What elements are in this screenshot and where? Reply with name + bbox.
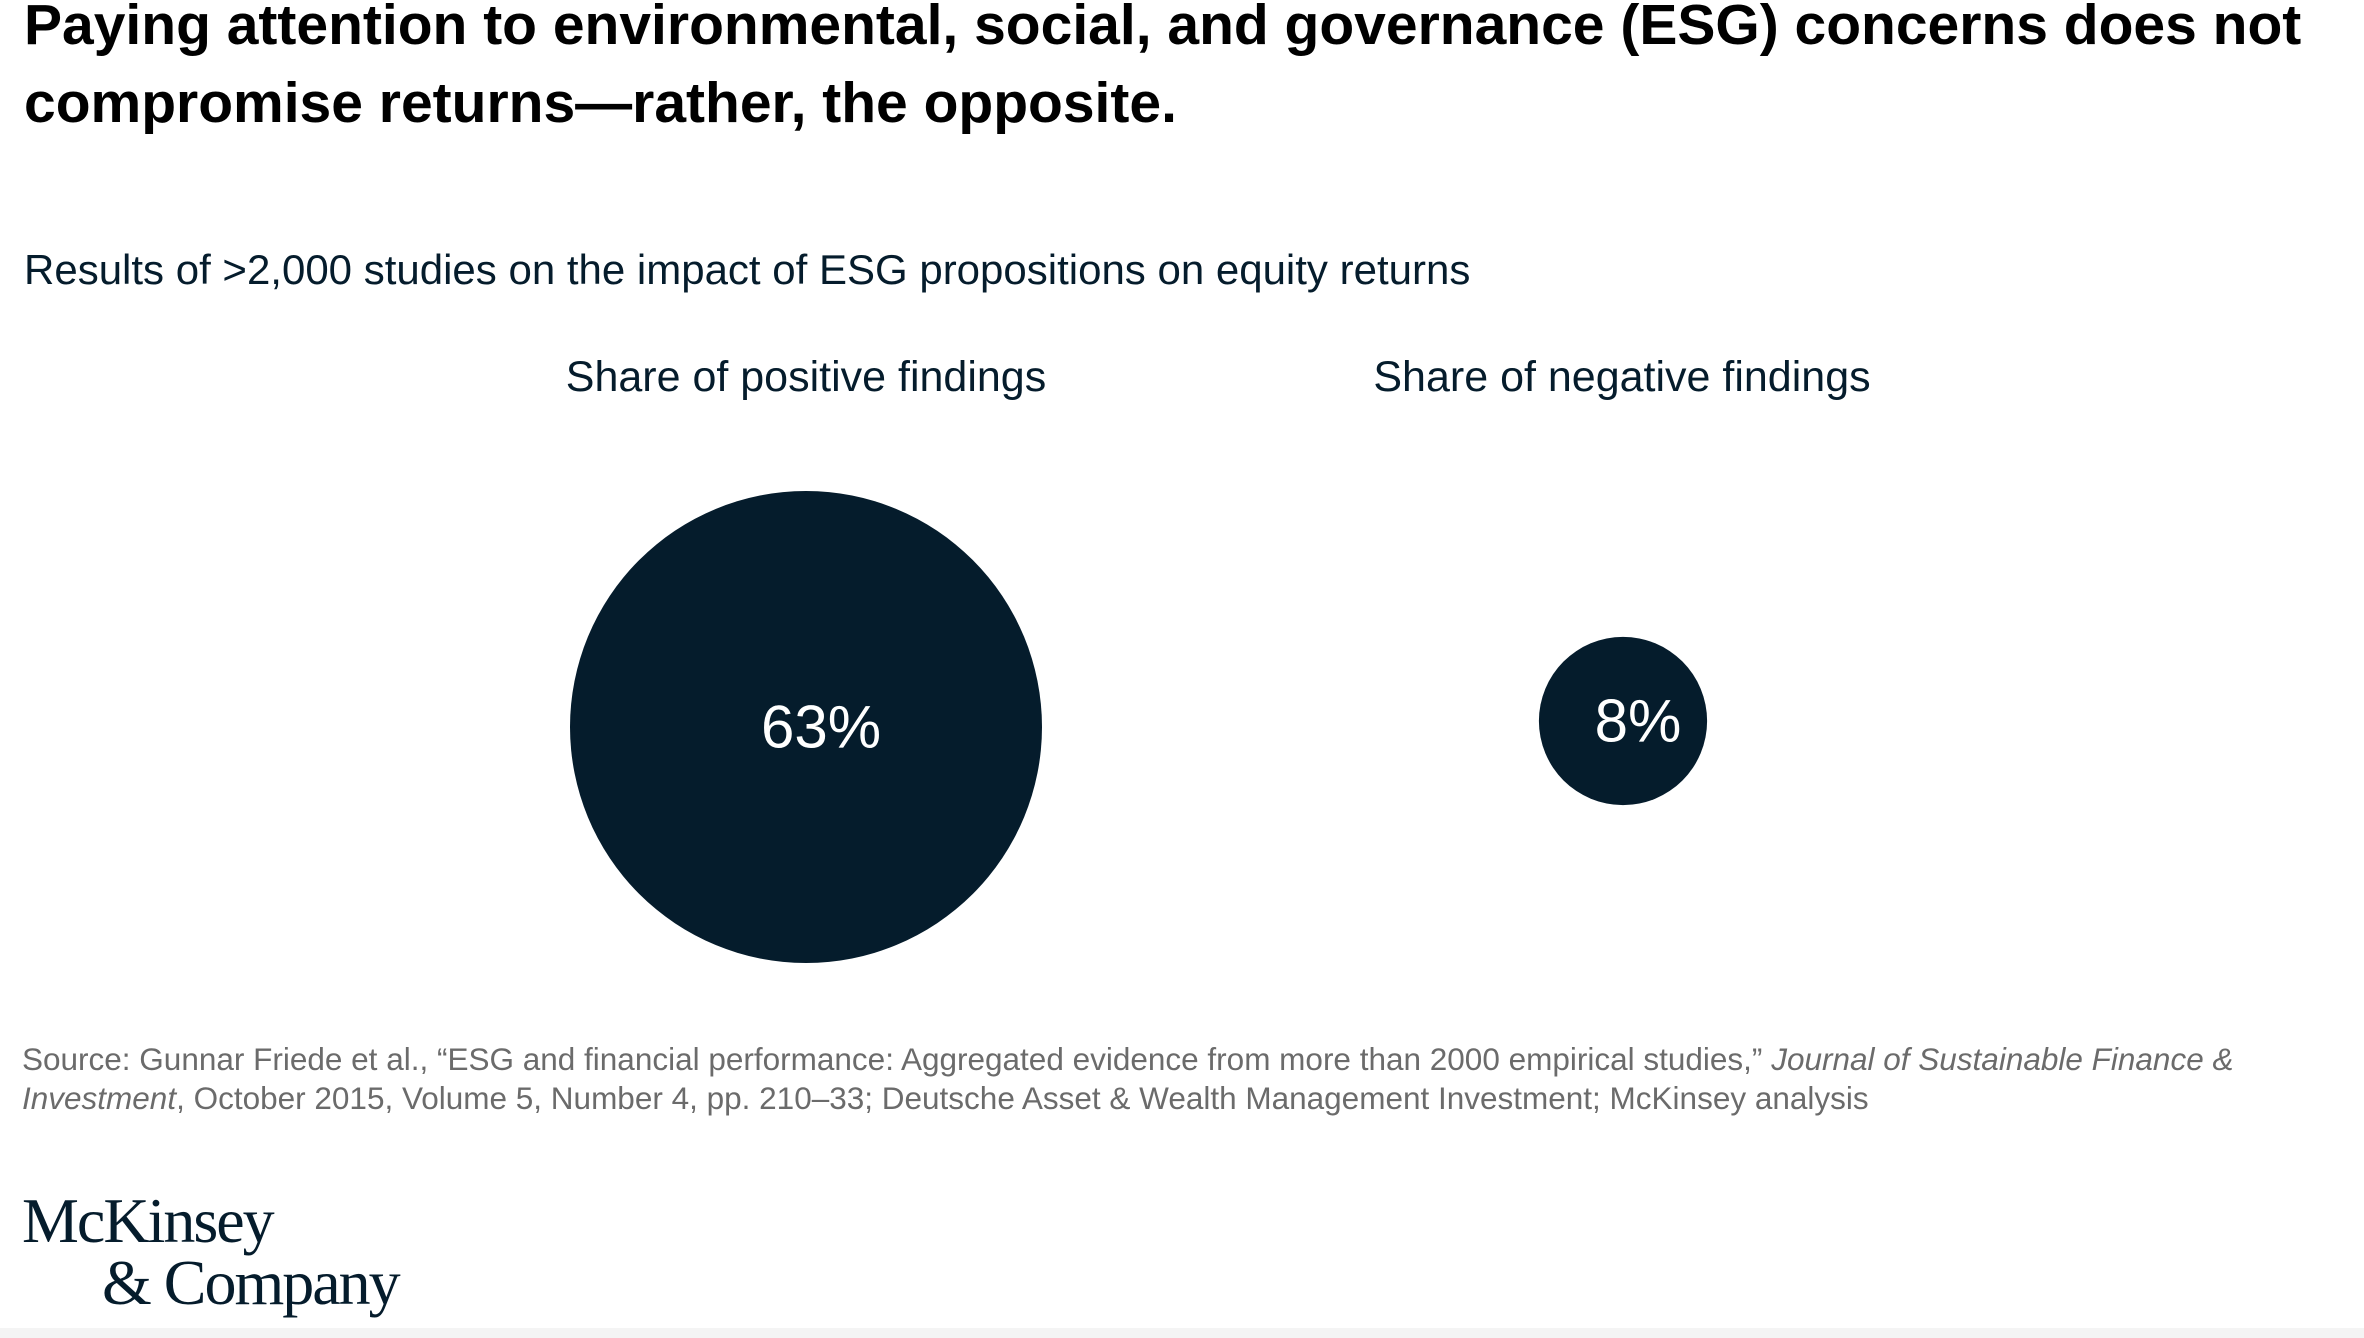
logo-line-1: McKinsey [22, 1185, 275, 1256]
source-prefix: Source: Gunnar Friede et al., “ESG and f… [22, 1041, 1772, 1077]
logo-line-2: & Company [102, 1247, 401, 1318]
source-suffix: , October 2015, Volume 5, Number 4, pp. … [176, 1080, 1869, 1116]
source-note: Source: Gunnar Friede et al., “ESG and f… [22, 1040, 2342, 1118]
negative-findings-value: 8% [1595, 688, 1682, 755]
chart-subtitle: Results of >2,000 studies on the impact … [24, 246, 1471, 293]
chart-title: Paying attention to environmental, socia… [24, 0, 2302, 135]
positive-findings-label: Share of positive findings [565, 353, 1047, 401]
positive-findings-bubble [570, 491, 1042, 963]
mckinsey-logo: McKinsey & Company [22, 1189, 401, 1318]
negative-findings-bubble [1538, 636, 1708, 806]
negative-findings-label: Share of negative findings [1373, 353, 1871, 401]
source-journal: Journal of Sustainable Finance & Investm… [22, 1041, 2234, 1116]
positive-findings-value: 63% [761, 694, 881, 761]
bottom-strip [0, 1328, 2364, 1338]
